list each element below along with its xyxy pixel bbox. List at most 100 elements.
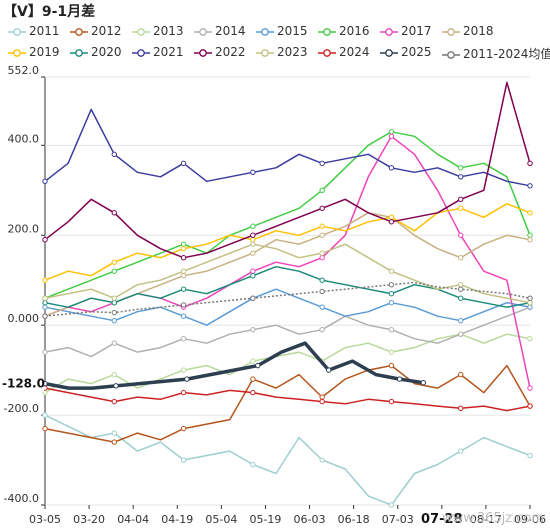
series-line: [44, 108, 531, 187]
legend-item[interactable]: 2016: [318, 24, 370, 38]
data-point: [111, 371, 117, 378]
data-point: [180, 457, 187, 463]
legend-item[interactable]: 2018: [442, 24, 494, 38]
data-point: [458, 295, 464, 301]
data-point: [250, 273, 256, 279]
series-line: [44, 265, 531, 308]
data-point: [319, 277, 325, 283]
data-point: [180, 367, 187, 373]
data-point: [111, 210, 117, 216]
legend-label: 2023: [277, 45, 308, 59]
legend-item[interactable]: 2022: [194, 45, 246, 59]
data-point: [458, 232, 464, 238]
data-point: [42, 425, 48, 432]
legend-swatch-icon: [8, 28, 26, 36]
data-point: [527, 295, 533, 301]
legend-item[interactable]: 2025: [380, 45, 432, 59]
current-value-label: -128.0: [2, 377, 45, 391]
data-point: [458, 317, 464, 324]
data-point: [388, 268, 395, 274]
data-point: [250, 241, 256, 247]
legend-item[interactable]: 2012: [70, 24, 122, 38]
data-point: [527, 232, 533, 238]
data-point: [180, 302, 187, 308]
legend-item[interactable]: 2011-2024均值: [442, 45, 550, 62]
legend-item[interactable]: 2024: [318, 45, 370, 59]
data-point: [250, 295, 256, 301]
legend-label: 2021: [153, 45, 184, 59]
legend-item[interactable]: 2015: [256, 24, 308, 38]
data-point: [180, 241, 187, 247]
x-tick-label: 03-05: [29, 513, 61, 526]
data-point: [388, 129, 395, 135]
data-point: [180, 313, 187, 319]
x-tick-label: 04-19: [161, 513, 193, 526]
data-point: [113, 383, 119, 389]
data-point: [319, 160, 325, 167]
data-point: [42, 277, 48, 283]
data-point: [527, 299, 533, 306]
x-tick-label: 03-20: [73, 513, 105, 526]
data-point: [111, 309, 117, 316]
data-point: [42, 313, 48, 319]
data-point: [527, 385, 533, 391]
data-point: [458, 371, 464, 378]
data-point: [319, 394, 325, 400]
legend-swatch-icon: [8, 49, 26, 57]
data-point: [250, 358, 256, 364]
legend-item[interactable]: 2023: [256, 45, 308, 59]
data-point: [184, 376, 190, 382]
data-point: [319, 288, 325, 295]
data-point: [319, 250, 325, 256]
data-point: [180, 335, 187, 342]
data-point: [458, 255, 464, 261]
data-point: [180, 246, 187, 252]
data-point: [319, 398, 325, 405]
data-point: [111, 340, 117, 346]
legend-item[interactable]: 2013: [132, 24, 184, 38]
data-point: [458, 405, 464, 412]
data-point: [42, 304, 48, 310]
series-line: [44, 281, 531, 317]
watermark: www.365jz.com: [442, 511, 544, 526]
data-point: [388, 282, 395, 288]
data-point: [180, 268, 187, 274]
legend-item[interactable]: 2021: [132, 45, 184, 59]
data-point: [319, 223, 325, 229]
data-point: [180, 425, 187, 432]
data-point: [111, 295, 117, 301]
data-point: [250, 376, 256, 382]
series-line: [44, 203, 531, 281]
y-tick-label: -400.0: [4, 492, 39, 505]
current-value-box: [0, 373, 44, 392]
legend-item[interactable]: 2017: [380, 24, 432, 38]
data-point: [319, 457, 325, 463]
y-tick-label: 400.0: [8, 132, 40, 145]
data-point: [180, 389, 187, 396]
legend-label: 2024: [339, 45, 370, 59]
legend-label: 2013: [153, 24, 184, 38]
legend-item[interactable]: 2020: [70, 45, 122, 59]
data-point: [527, 160, 533, 167]
x-tick-label: 07-03: [382, 513, 414, 526]
y-tick-label: 0.000: [8, 312, 40, 325]
data-point: [111, 439, 117, 445]
legend-label: 2020: [91, 45, 122, 59]
data-point: [458, 174, 464, 180]
legend-item[interactable]: 2011: [8, 24, 60, 38]
legend-swatch-icon: [256, 49, 274, 57]
x-tick-label: 06-03: [294, 513, 326, 526]
data-point: [319, 255, 325, 261]
data-point: [458, 196, 464, 202]
legend-item[interactable]: 2019: [8, 45, 60, 59]
data-point: [250, 461, 256, 468]
legend-item[interactable]: 2014: [194, 24, 246, 38]
x-tick-label: 04-04: [117, 513, 149, 526]
legend-swatch-icon: [70, 49, 88, 57]
data-point: [458, 165, 464, 171]
legend-swatch-icon: [318, 49, 336, 57]
chart-title: 【V】9-1月差: [3, 4, 96, 20]
data-point: [111, 398, 117, 405]
series-line: [44, 131, 531, 299]
